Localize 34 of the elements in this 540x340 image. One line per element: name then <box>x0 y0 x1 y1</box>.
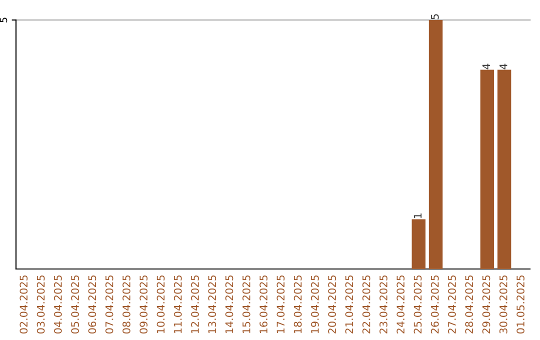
x-tick-label: 28.04.2025 <box>465 275 474 334</box>
x-tick-label: 17.04.2025 <box>276 275 285 334</box>
x-tick-label: 14.04.2025 <box>225 275 234 334</box>
x-tick-label: 26.04.2025 <box>430 275 439 334</box>
x-tick-label: 12.04.2025 <box>191 275 199 334</box>
x-tick-label: 23.04.2025 <box>380 275 388 334</box>
x-tick-label: 10.04.2025 <box>156 275 165 334</box>
x-tick-label: 18.04.2025 <box>294 275 302 334</box>
x-tick-label: 21.04.2025 <box>345 275 354 334</box>
x-tick-label: 03.04.2025 <box>36 275 45 334</box>
x-tick-label: 30.04.2025 <box>499 275 508 334</box>
data-label: 5 <box>431 14 439 20</box>
x-tick-label: 02.04.2025 <box>20 275 28 334</box>
x-tick-label: 07.04.2025 <box>105 275 114 334</box>
x-tick-label: 29.04.2025 <box>482 275 490 334</box>
x-tick-label: 05.04.2025 <box>71 275 79 334</box>
x-tick-label: 20.04.2025 <box>328 275 336 334</box>
data-label: 4 <box>500 64 508 70</box>
x-tick-label: 24.04.2025 <box>396 275 405 334</box>
x-tick-label: 06.04.2025 <box>88 275 96 334</box>
x-tick-label: 27.04.2025 <box>448 275 456 334</box>
x-tick-label: 01.05.2025 <box>516 275 524 334</box>
x-tick-label: 09.04.2025 <box>140 275 148 334</box>
data-label: 4 <box>482 64 490 70</box>
x-tick-label: 22.04.2025 <box>362 275 370 334</box>
x-tick-label: 19.04.2025 <box>310 275 319 334</box>
x-tick-label: 16.04.2025 <box>260 275 268 334</box>
x-tick-label: 08.04.2025 <box>122 275 130 334</box>
x-tick-label: 15.04.2025 <box>242 275 250 334</box>
x-tick-label: 04.04.2025 <box>54 275 62 334</box>
x-tick-label: 13.04.2025 <box>208 275 216 334</box>
x-tick-label: 11.04.2025 <box>174 275 182 334</box>
x-tick-label: 25.04.2025 <box>414 275 422 334</box>
data-label: 1 <box>414 214 422 218</box>
